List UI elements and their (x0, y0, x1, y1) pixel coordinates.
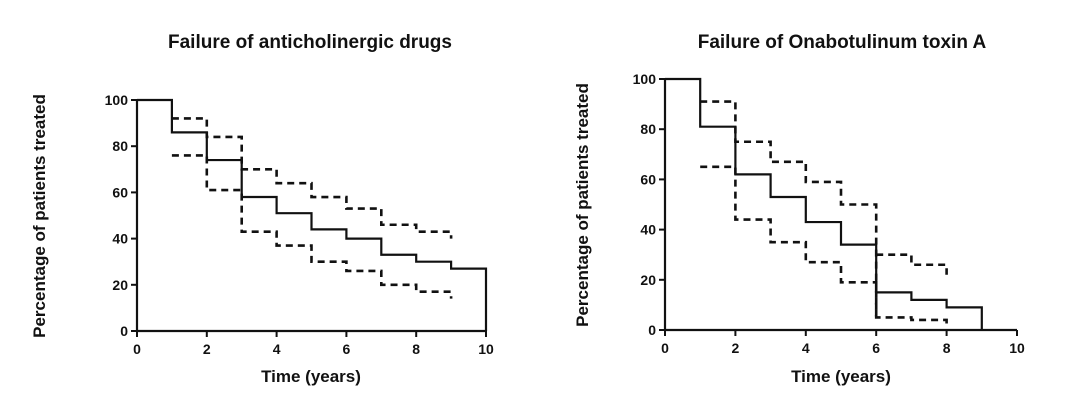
confidence-bound-line (700, 165, 948, 328)
chart-title: Failure of Onabotulinum toxin A (698, 32, 987, 53)
chart-title: Failure of anticholinergic drugs (168, 32, 452, 53)
confidence-bound-line (171, 117, 453, 239)
x-tick-label: 0 (661, 340, 669, 356)
x-tick-label: 8 (412, 341, 420, 357)
y-tick-label: 80 (640, 121, 656, 137)
x-axis-label: Time (years) (791, 367, 891, 386)
y-tick-label: 60 (640, 171, 656, 187)
y-tick-label: 20 (640, 272, 656, 288)
x-axis-label: Time (years) (261, 367, 361, 386)
y-tick-label: 20 (112, 277, 128, 293)
y-tick-label: 40 (112, 231, 128, 247)
chart-onabotulinum: Failure of Onabotulinum toxin A Time (ye… (573, 32, 1025, 386)
x-tick-label: 2 (732, 340, 740, 356)
y-axis-label: Percentage of patients treated (573, 83, 592, 327)
x-tick-label: 6 (343, 341, 351, 357)
confidence-bound-line (876, 253, 948, 275)
y-tick-label: 60 (112, 184, 128, 200)
x-tick-label: 10 (478, 341, 494, 357)
confidence-bound-line (700, 100, 878, 318)
y-tick-label: 100 (633, 71, 657, 87)
survival-curve-line (137, 98, 488, 331)
x-tick-label: 8 (943, 340, 951, 356)
x-tick-label: 6 (872, 340, 880, 356)
y-axis-label: Percentage of patients treated (30, 94, 49, 338)
y-tick-label: 100 (105, 92, 129, 108)
x-tick-label: 4 (273, 341, 281, 357)
x-tick-label: 4 (802, 340, 810, 356)
chart-anticholinergic: Failure of anticholinergic drugs Time (y… (30, 32, 494, 386)
x-tick-label: 10 (1009, 340, 1025, 356)
y-tick-label: 0 (648, 322, 656, 338)
x-tick-label: 0 (133, 341, 141, 357)
y-tick-label: 0 (120, 323, 128, 339)
y-tick-label: 40 (640, 222, 656, 238)
x-tick-label: 2 (203, 341, 211, 357)
confidence-bound-line (171, 154, 453, 299)
survival-curve-line (665, 77, 983, 330)
y-tick-label: 80 (112, 138, 128, 154)
